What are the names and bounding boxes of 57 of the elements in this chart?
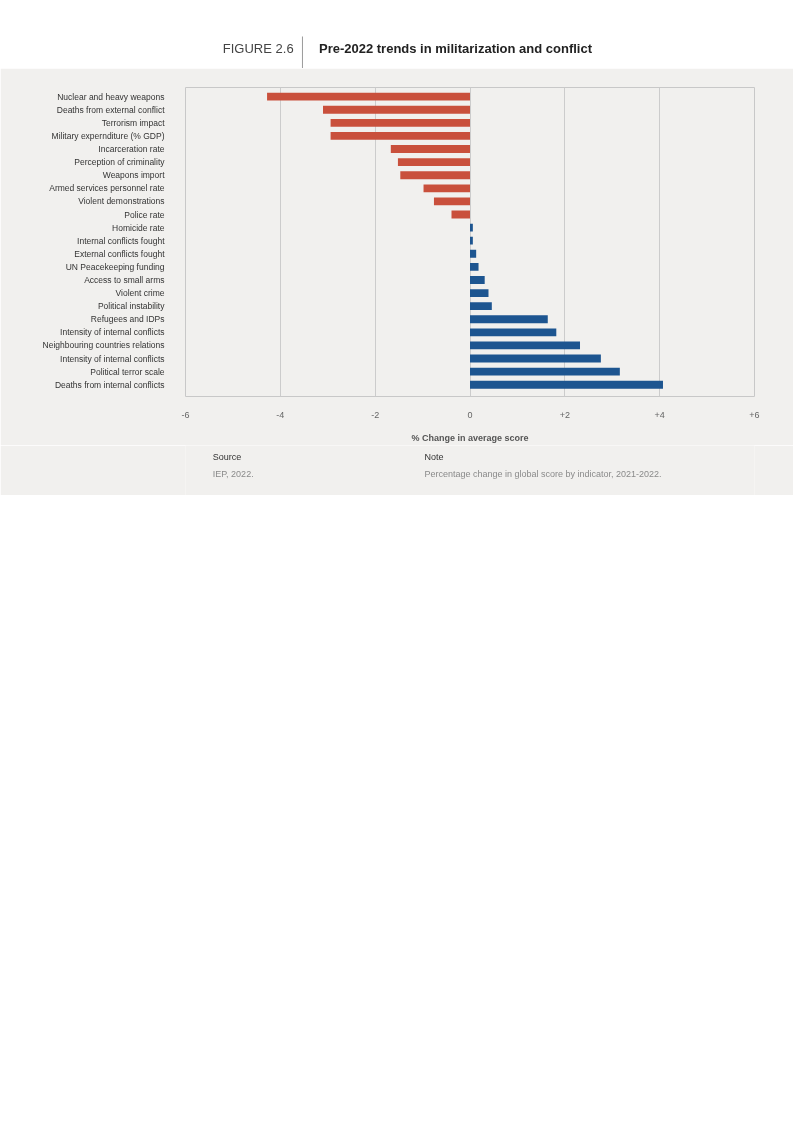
bar [330,118,470,127]
y-tick-label: Intensity of internal conflicts [60,327,165,338]
y-tick-label: Political instability [97,301,166,312]
bar [267,92,470,101]
y-tick-label: Weapons import [102,170,166,181]
x-tick-label: 0 [467,409,473,420]
x-axis-title: % Change in average score [411,432,529,443]
bar [433,197,470,206]
bar [470,302,492,311]
text: Note [424,451,444,462]
bar [423,184,470,193]
y-tick-label: Terrorism impact [101,117,166,128]
x-tick-label: +2 [559,409,570,420]
y-tick-label: Neighbouring countries relations [42,340,165,351]
y-tick-label: External conflicts fought [74,248,166,259]
bar [470,262,479,271]
bar [470,367,620,376]
bar [470,328,557,337]
y-tick-label: Deaths from internal conflicts [54,379,165,390]
bar [323,105,470,114]
y-tick-label: Armed services personnel rate [49,183,165,194]
bar [470,289,489,297]
x-tick-label: -6 [181,409,190,420]
bar [470,380,663,389]
y-tick-label: Perception of criminality [74,157,166,168]
x-tick-label: +6 [749,409,760,420]
text: IEP, 2022. [212,468,254,479]
y-tick-label: UN Peacekeeping funding [65,261,165,272]
bar [470,223,473,232]
caption: FIGURE 2.6 [222,41,294,56]
bar [470,249,477,258]
y-tick-label: Incarceration rate [98,144,165,155]
y-tick-label: Homicide rate [112,222,165,233]
y-tick-label: Military expernditure (% GDP) [51,130,165,141]
bar [330,132,470,140]
y-tick-label: Police rate [124,209,165,220]
y-tick-label: Nuclear and heavy weapons [57,91,165,102]
y-tick-label: Violent demonstrations [78,196,165,207]
x-tick-label: +4 [654,409,665,420]
x-tick-label: -2 [371,409,380,420]
y-tick-label: Political terror scale [90,366,165,377]
bar [390,145,470,153]
bar [470,276,485,284]
bar [470,236,473,245]
y-tick-label: Violent crime [115,288,165,299]
text: Percentage change in global score by indicator, 2021-2022. [424,468,662,479]
y-tick-label: Intensity of internal conflicts [60,353,165,364]
text: Source [212,451,242,462]
y-tick-label: Deaths from external conflict [56,104,166,115]
y-tick-label: Access to small arms [84,274,165,285]
bar [400,171,470,180]
chart-title: Pre-2022 trends in militarization and conflict [318,41,593,56]
bar [397,158,470,167]
x-tick-label: -4 [276,409,285,420]
bar [470,315,548,324]
y-tick-label: Refugees and IDPs [90,314,165,325]
y-tick-label: Internal conflicts fought [77,235,166,246]
